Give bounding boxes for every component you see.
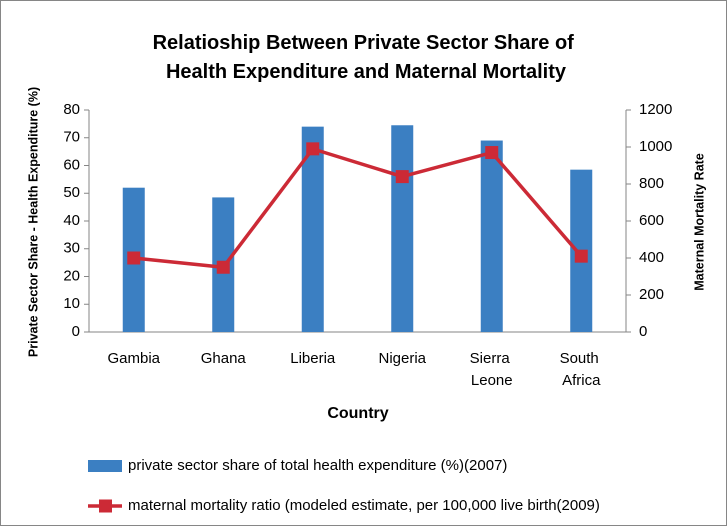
- y-tick-label: 50: [63, 184, 80, 201]
- x-axis-label: Country: [327, 405, 388, 422]
- bar: [391, 125, 414, 332]
- y-tick-label: 60: [63, 156, 80, 173]
- y-tick-label: 40: [63, 212, 80, 229]
- bar: [301, 126, 324, 333]
- y-tick-label: 70: [63, 129, 80, 146]
- chart-title: Relatioship Between Private Sector Share…: [153, 32, 580, 83]
- y-tick-label: 30: [63, 240, 80, 257]
- x-tick-label: Sierra Leone: [470, 350, 514, 389]
- line: [133, 146, 583, 270]
- line-marker: [485, 146, 499, 160]
- x-tick-label: Ghana: [201, 350, 247, 367]
- x-tick-label: South Africa: [560, 350, 603, 389]
- x-tick-label: Gambia: [107, 350, 160, 367]
- x-tick-label: Liberia: [290, 350, 336, 367]
- line-marker: [216, 260, 230, 274]
- legend-label: private sector share of total health exp…: [128, 457, 507, 474]
- x-tick-label: Nigeria: [378, 350, 426, 367]
- y2-tick-label: 1200: [639, 101, 672, 118]
- line-marker: [574, 249, 588, 263]
- y-tick-label: 0: [72, 323, 80, 340]
- y2-tick-label: 800: [639, 175, 664, 192]
- y-tick-label: 20: [63, 267, 80, 284]
- y2-tick-label: 600: [639, 212, 664, 229]
- line-marker: [395, 170, 409, 184]
- legend-swatch: [88, 460, 122, 472]
- y-tick-label: 80: [63, 101, 80, 118]
- y2-axis-label: Maternal Mortality Rate: [692, 153, 706, 291]
- y-axis-label: Private Sector Share - Health Expenditur…: [26, 87, 40, 357]
- bar: [480, 140, 503, 332]
- line-marker: [127, 251, 141, 265]
- y2-tick-label: 1000: [639, 138, 672, 155]
- legend-swatch: [99, 499, 112, 513]
- legend-label: maternal mortality ratio (modeled estima…: [128, 497, 600, 514]
- y2-tick-label: 200: [639, 286, 664, 303]
- y2-tick-label: 0: [639, 323, 647, 340]
- y2-tick-label: 400: [639, 249, 664, 266]
- y-tick-label: 10: [63, 295, 80, 312]
- line-marker: [306, 142, 320, 156]
